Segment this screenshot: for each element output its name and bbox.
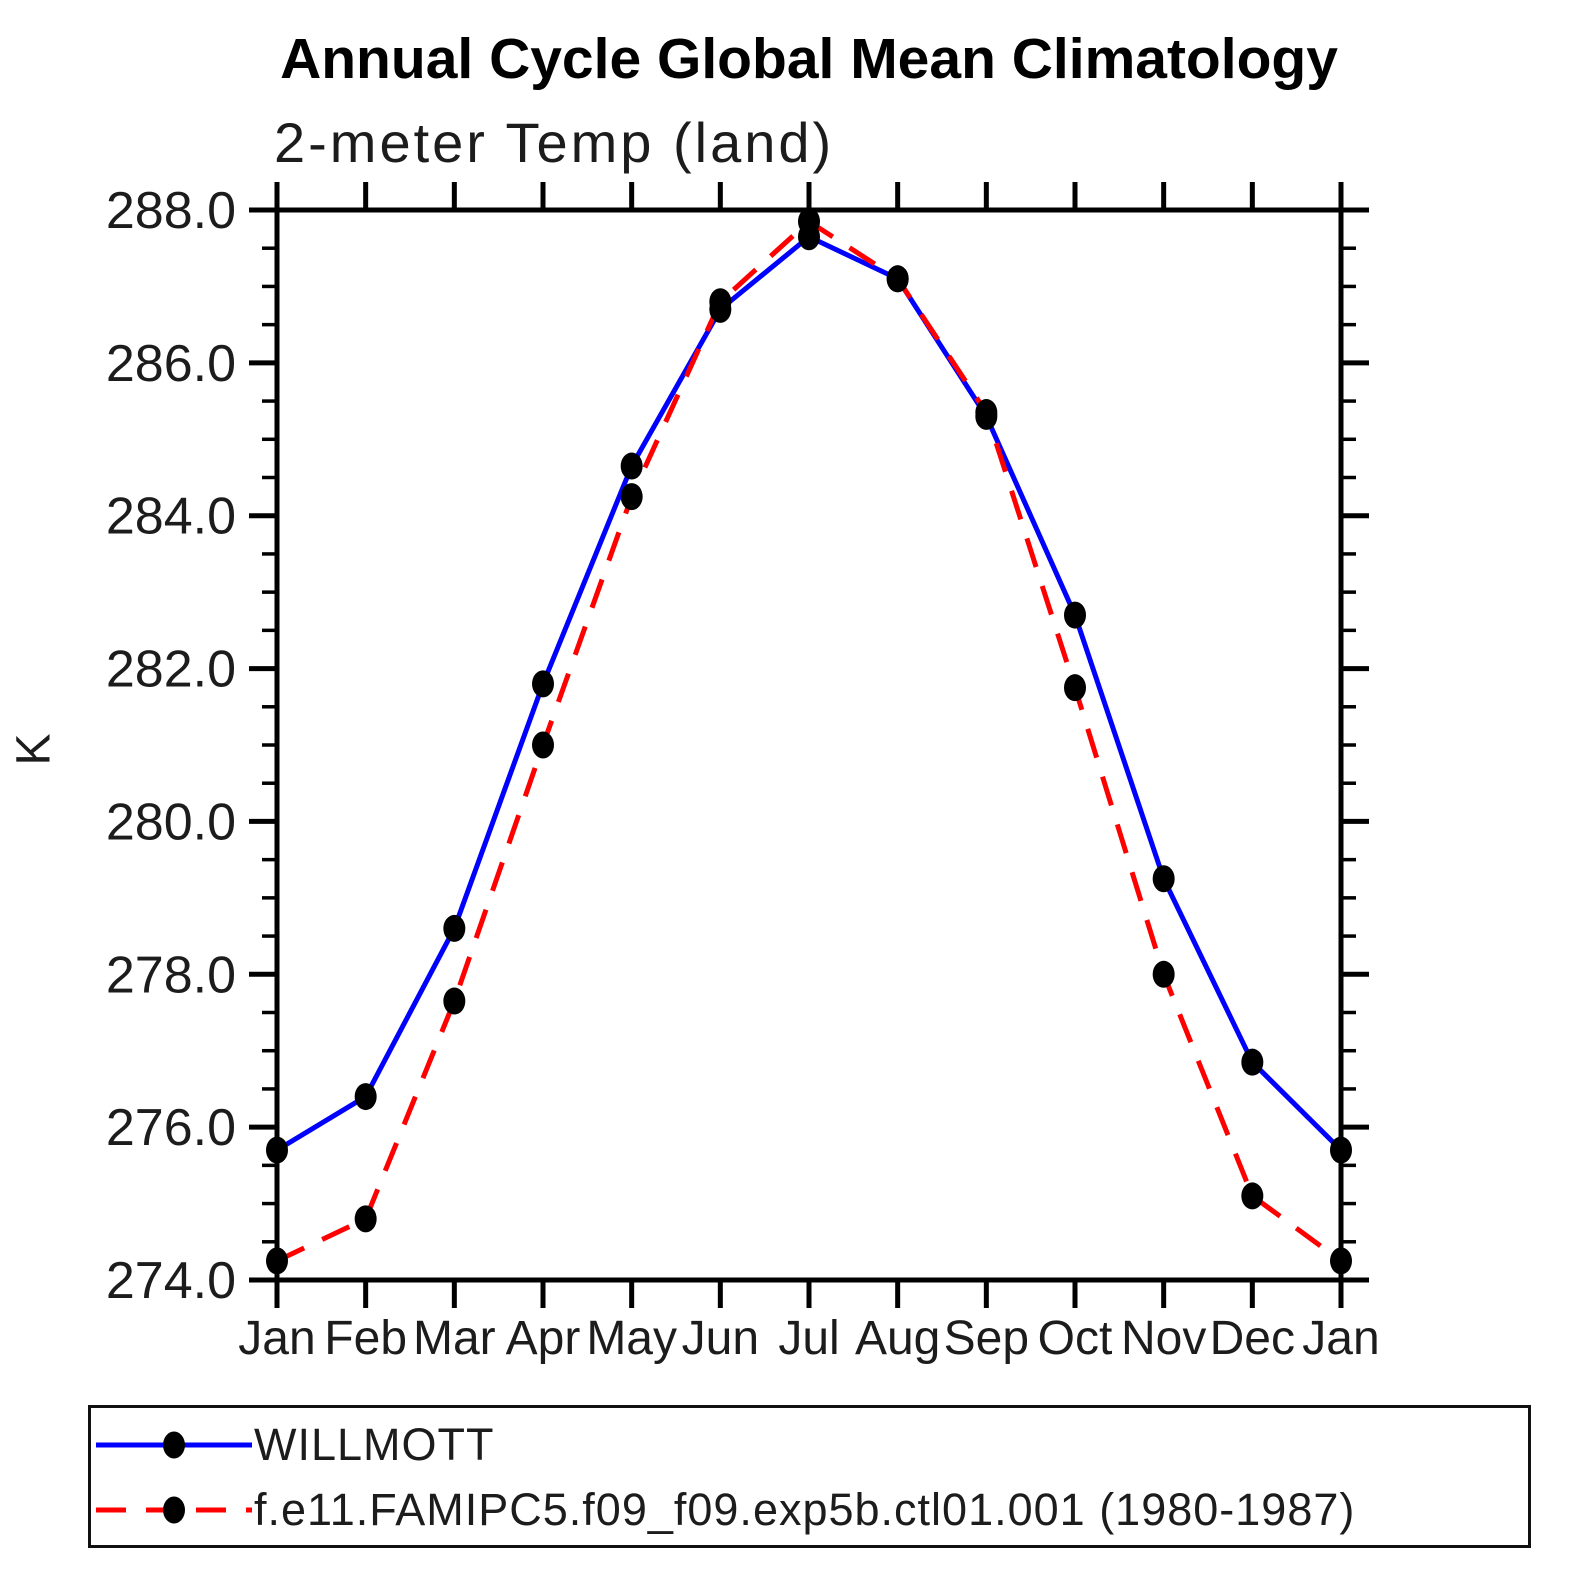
x-tick-label: Nov bbox=[1121, 1312, 1206, 1365]
data-point-marker bbox=[354, 1083, 377, 1111]
plot-frame bbox=[274, 207, 1344, 1283]
data-point-marker bbox=[1064, 601, 1086, 629]
x-tick-label: Feb bbox=[324, 1312, 407, 1365]
chart-title: Annual Cycle Global Mean Climatology bbox=[280, 27, 1338, 91]
data-point-marker bbox=[886, 265, 909, 293]
willmott-line bbox=[275, 233, 1343, 1153]
y-tick-label: 288.0 bbox=[106, 182, 236, 240]
data-point-marker bbox=[443, 914, 466, 942]
data-point-marker bbox=[975, 399, 998, 427]
data-point-marker bbox=[620, 483, 643, 511]
data-point-marker bbox=[1330, 1136, 1352, 1164]
x-tick-label: Dec bbox=[1210, 1312, 1295, 1365]
legend-sample-marker bbox=[163, 1431, 185, 1459]
data-point-marker bbox=[1152, 865, 1175, 893]
chart-subtitle: 2-meter Temp (land) bbox=[274, 111, 835, 174]
axes: 274.0 276.0 278.0 280.0 282.0 284.0 286.0 288.0… bbox=[106, 182, 1380, 1365]
y-tick-label: 284.0 bbox=[106, 488, 236, 546]
legend-box: WILLMOTT f.e11.FAMIPC5.f09_f09.exp5b.ctl… bbox=[88, 1405, 1531, 1548]
legend-line-sample-solid bbox=[96, 1431, 252, 1459]
willmott-markers bbox=[266, 223, 1352, 1164]
legend-label-willmott: WILLMOTT bbox=[254, 1419, 495, 1470]
y-tick-label: 280.0 bbox=[106, 793, 236, 851]
data-point-marker bbox=[620, 452, 643, 480]
data-point-marker bbox=[266, 1136, 288, 1164]
data-point-marker bbox=[1152, 960, 1175, 988]
data-point-marker bbox=[354, 1205, 377, 1233]
data-point-marker bbox=[1241, 1048, 1264, 1076]
y-tick-label: 282.0 bbox=[106, 641, 236, 699]
model-line bbox=[275, 218, 1343, 1264]
data-point-marker bbox=[798, 207, 820, 235]
legend-item-willmott: WILLMOTT bbox=[94, 1419, 495, 1470]
x-tick-label: Jan bbox=[1302, 1312, 1379, 1365]
x-tick-label: Oct bbox=[1038, 1312, 1113, 1365]
legend-item-model: f.e11.FAMIPC5.f09_f09.exp5b.ctl01.001 (1… bbox=[94, 1484, 1355, 1535]
data-point-marker bbox=[709, 288, 732, 316]
legend-sample-marker bbox=[163, 1496, 185, 1524]
y-tick-label: 278.0 bbox=[106, 946, 236, 1004]
x-tick-label: Sep bbox=[944, 1312, 1029, 1365]
data-point-marker bbox=[532, 670, 554, 698]
x-tick-label: May bbox=[586, 1312, 677, 1365]
x-tick-label: Jun bbox=[682, 1312, 759, 1365]
x-tick-label: Jul bbox=[778, 1312, 839, 1365]
x-tick-label: Apr bbox=[506, 1312, 581, 1365]
legend-line-sample-dashed bbox=[96, 1496, 252, 1524]
data-point-marker bbox=[266, 1247, 288, 1275]
x-tick-label: Aug bbox=[855, 1312, 940, 1365]
data-point-marker bbox=[1064, 674, 1086, 702]
x-tick-label: Jan bbox=[238, 1312, 315, 1365]
model-markers bbox=[266, 207, 1352, 1275]
data-point-marker bbox=[443, 987, 466, 1015]
data-point-marker bbox=[1330, 1247, 1352, 1275]
y-tick-label: 274.0 bbox=[106, 1252, 236, 1310]
y-tick-label: 276.0 bbox=[106, 1099, 236, 1157]
data-point-marker bbox=[1241, 1182, 1264, 1210]
data-point-marker bbox=[532, 731, 554, 759]
x-tick-label: Mar bbox=[413, 1312, 496, 1365]
y-tick-label: 286.0 bbox=[106, 335, 236, 393]
legend-label-model: f.e11.FAMIPC5.f09_f09.exp5b.ctl01.001 (1… bbox=[254, 1484, 1356, 1535]
